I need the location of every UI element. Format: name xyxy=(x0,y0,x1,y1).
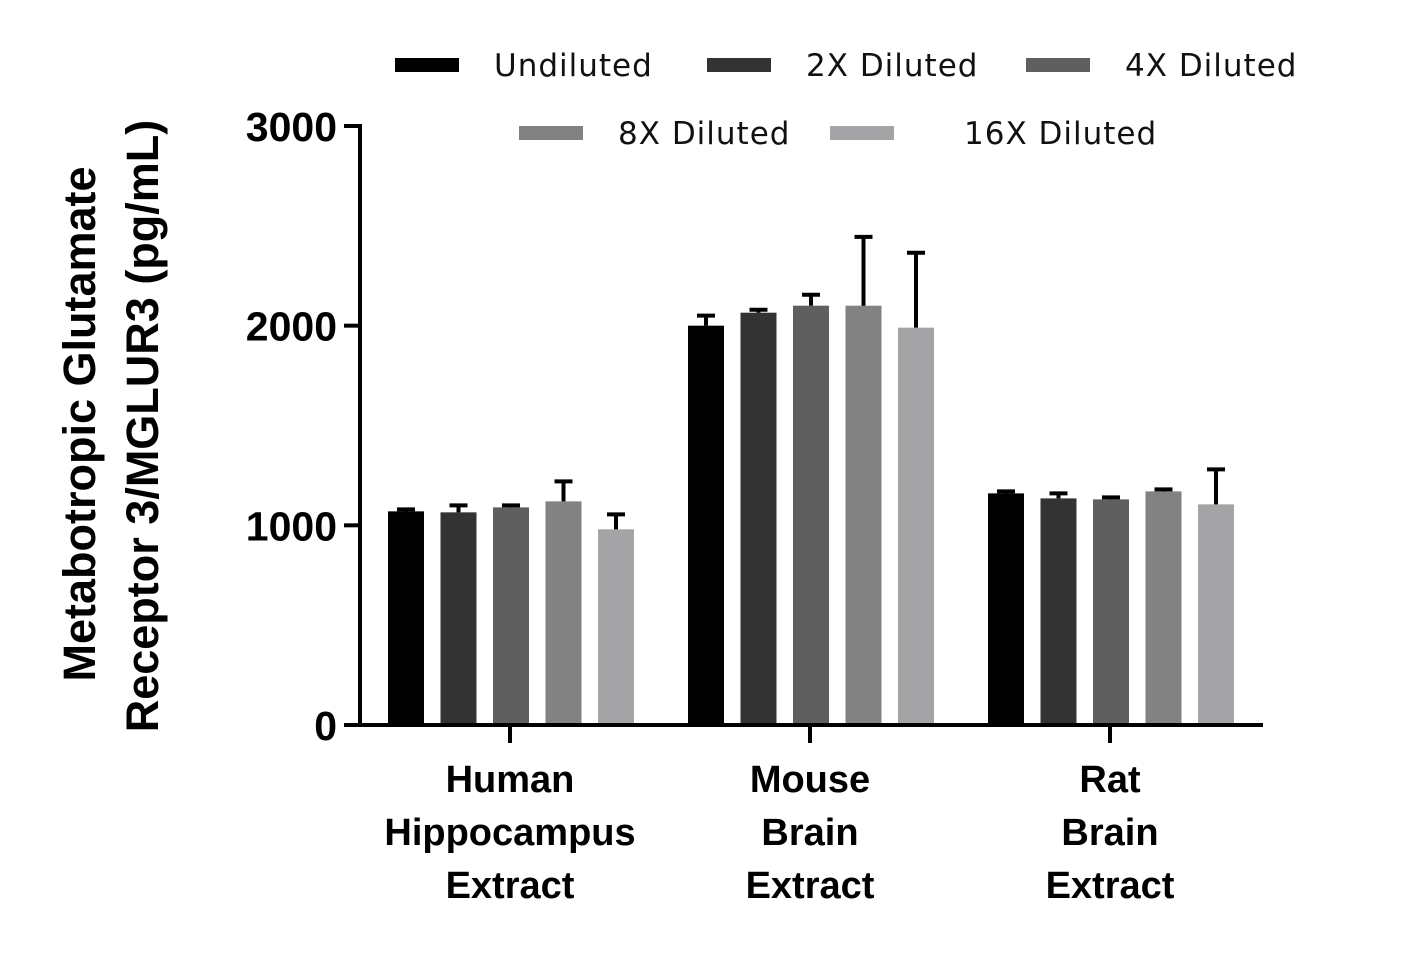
x-category-label-2-line-2: Brain xyxy=(761,812,858,854)
y-axis-label-line-2: Receptor 3/MGLUR3 (pg/mL) xyxy=(117,120,168,733)
bar-3-3 xyxy=(1093,499,1129,725)
y-tick-label-2000: 2000 xyxy=(246,304,337,350)
y-tick-label-3000: 3000 xyxy=(246,104,337,150)
bar-2-1 xyxy=(688,325,724,725)
x-category-label-1-line-3: Extract xyxy=(446,865,575,907)
legend-swatch-1 xyxy=(395,58,459,72)
x-category-label-3-line-2: Brain xyxy=(1061,812,1158,854)
legend-swatch-4 xyxy=(519,126,583,140)
y-tick-label-1000: 1000 xyxy=(246,503,337,549)
legend-label-2: 2X Diluted xyxy=(806,48,978,84)
bar-1-5 xyxy=(598,529,634,725)
x-categories: Human Hippocampus Extract Mouse Brain Extract… xyxy=(384,725,1175,907)
legend-swatch-2 xyxy=(707,58,771,72)
bar-1-2 xyxy=(440,512,477,725)
bar-2-3 xyxy=(793,305,829,725)
bar-3-2 xyxy=(1040,498,1077,725)
y-tick-label-0: 0 xyxy=(314,703,337,749)
bar-2-5 xyxy=(898,327,934,725)
bars xyxy=(388,305,1234,725)
legend-label-4: 8X Diluted xyxy=(618,116,790,152)
bar-3-1 xyxy=(988,493,1024,725)
x-category-label-3-line-1: Rat xyxy=(1079,759,1141,801)
y-ticks: 0 1000 2000 3000 xyxy=(246,104,360,749)
legend-label-1: Undiluted xyxy=(494,48,653,84)
bar-1-4 xyxy=(545,501,582,725)
x-category-label-2-line-3: Extract xyxy=(746,865,875,907)
x-category-label-1-line-1: Human xyxy=(446,759,575,801)
bar-3-5 xyxy=(1198,504,1234,725)
bar-2-4 xyxy=(845,305,882,725)
x-category-label-3-line-3: Extract xyxy=(1046,865,1175,907)
legend-swatch-5 xyxy=(830,126,894,140)
y-axis-label: Metabotropic Glutamate Receptor 3/MGLUR3… xyxy=(54,120,168,733)
bar-2-2 xyxy=(740,312,777,725)
error-bars xyxy=(397,234,1225,530)
x-category-label-1-line-2: Hippocampus xyxy=(384,812,635,854)
x-category-label-2-line-1: Mouse xyxy=(750,759,870,801)
legend-swatch-3 xyxy=(1026,58,1090,72)
legend: Undiluted 2X Diluted 4X Diluted 8X Diluted 1… xyxy=(395,48,1297,152)
bar-1-1 xyxy=(388,511,424,725)
bar-1-3 xyxy=(493,507,529,725)
legend-label-5: 16X Diluted xyxy=(964,116,1157,152)
bar-3-4 xyxy=(1145,491,1182,725)
legend-label-3: 4X Diluted xyxy=(1125,48,1297,84)
y-axis-label-line-1: Metabotropic Glutamate xyxy=(54,166,105,681)
